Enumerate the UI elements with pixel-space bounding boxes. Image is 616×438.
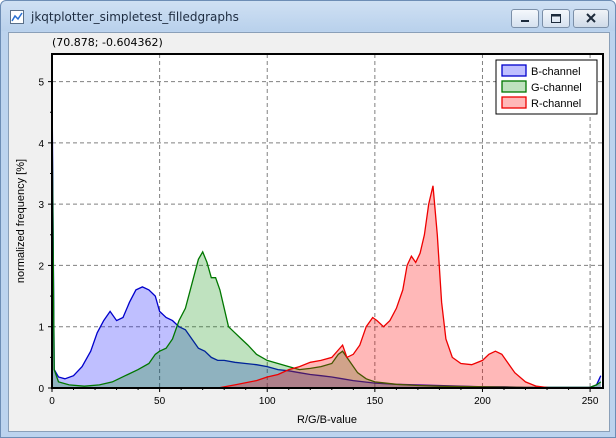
minimize-button[interactable] bbox=[511, 9, 539, 28]
series-line-r-channel bbox=[217, 185, 552, 389]
maximize-icon bbox=[551, 14, 561, 23]
x-tick-label: 200 bbox=[474, 396, 491, 407]
series-fill-b-channel bbox=[52, 81, 601, 388]
title-bar[interactable]: jkqtplotter_simpletest_filledgraphs bbox=[1, 1, 615, 33]
x-tick-label: 150 bbox=[367, 396, 384, 407]
x-axis-label: R/G/B-value bbox=[297, 414, 357, 426]
legend-swatch bbox=[501, 64, 527, 77]
filled-series bbox=[51, 81, 602, 389]
y-axis-label: normalized frequency [%] bbox=[15, 159, 27, 283]
y-tick-label: 4 bbox=[38, 139, 44, 150]
y-tick-label: 0 bbox=[38, 384, 44, 395]
legend-swatch bbox=[501, 80, 527, 93]
close-icon bbox=[586, 13, 596, 23]
maximize-button[interactable] bbox=[542, 9, 570, 28]
app-icon bbox=[10, 10, 24, 24]
series-fill-r-channel bbox=[217, 185, 552, 388]
y-tick-label: 3 bbox=[38, 200, 44, 211]
legend-label: G-channel bbox=[531, 82, 582, 94]
legend-swatch bbox=[501, 96, 527, 109]
legend-label: B-channel bbox=[531, 66, 581, 78]
window-title: jkqtplotter_simpletest_filledgraphs bbox=[31, 10, 239, 24]
legend: B-channel G-channel R-channel bbox=[495, 59, 598, 115]
y-tick-label: 2 bbox=[38, 261, 44, 272]
x-tick-label: 250 bbox=[582, 396, 599, 407]
legend-box bbox=[495, 59, 598, 115]
y-tick-label: 5 bbox=[38, 78, 44, 89]
x-tick-label: 0 bbox=[49, 396, 55, 407]
plot-widget[interactable]: (70.878; -0.604362) 0 50 100 150 200 250 0 1 2 3… bbox=[8, 32, 610, 432]
x-tick-label: 50 bbox=[154, 396, 166, 407]
minimize-icon bbox=[521, 20, 529, 22]
grid-lines bbox=[52, 54, 603, 388]
y-tick-label: 1 bbox=[38, 323, 44, 334]
histogram-chart[interactable]: 0 50 100 150 200 250 0 1 2 3 4 5 R/G/B-value norma… bbox=[9, 33, 609, 431]
legend-label: R-channel bbox=[531, 98, 581, 110]
series-line-g-channel bbox=[51, 112, 602, 389]
series-fill-g-channel bbox=[52, 112, 601, 388]
coordinate-readout: (70.878; -0.604362) bbox=[52, 36, 163, 49]
x-tick-label: 100 bbox=[259, 396, 276, 407]
plot-frame bbox=[51, 53, 604, 389]
x-axis-ticks: 0 50 100 150 200 250 bbox=[49, 388, 599, 407]
y-axis-ticks: 0 1 2 3 4 5 bbox=[38, 78, 52, 395]
close-button[interactable] bbox=[573, 9, 609, 28]
